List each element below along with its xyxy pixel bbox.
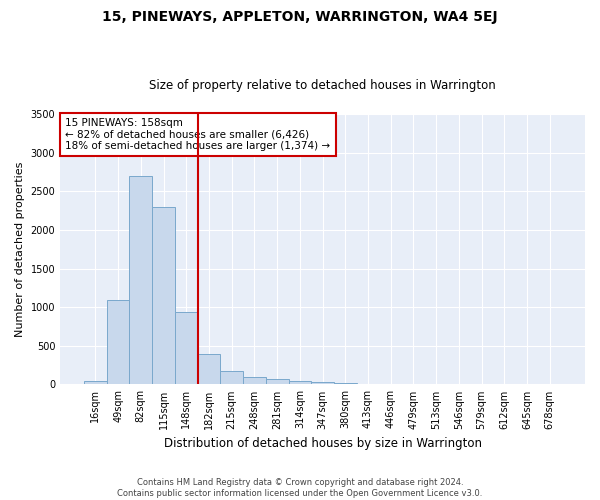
Bar (243, 377, 266, 384)
Text: 15, PINEWAYS, APPLETON, WARRINGTON, WA4 5EJ: 15, PINEWAYS, APPLETON, WARRINGTON, WA4 … (102, 10, 498, 24)
Bar (311, 382, 334, 384)
Bar (84, 380, 107, 384)
X-axis label: Distribution of detached houses by size in Warrington: Distribution of detached houses by size … (164, 437, 482, 450)
Bar (220, 372, 243, 384)
Text: Contains HM Land Registry data © Crown copyright and database right 2024.
Contai: Contains HM Land Registry data © Crown c… (118, 478, 482, 498)
Bar (289, 381, 311, 384)
Bar (197, 354, 220, 384)
Text: 15 PINEWAYS: 158sqm
← 82% of detached houses are smaller (6,426)
18% of semi-det: 15 PINEWAYS: 158sqm ← 82% of detached ho… (65, 118, 331, 152)
Bar (130, 176, 152, 384)
Y-axis label: Number of detached properties: Number of detached properties (15, 162, 25, 337)
Title: Size of property relative to detached houses in Warrington: Size of property relative to detached ho… (149, 79, 496, 92)
Bar (266, 379, 289, 384)
Bar (175, 312, 197, 384)
Bar (152, 206, 175, 384)
Bar (107, 300, 130, 384)
